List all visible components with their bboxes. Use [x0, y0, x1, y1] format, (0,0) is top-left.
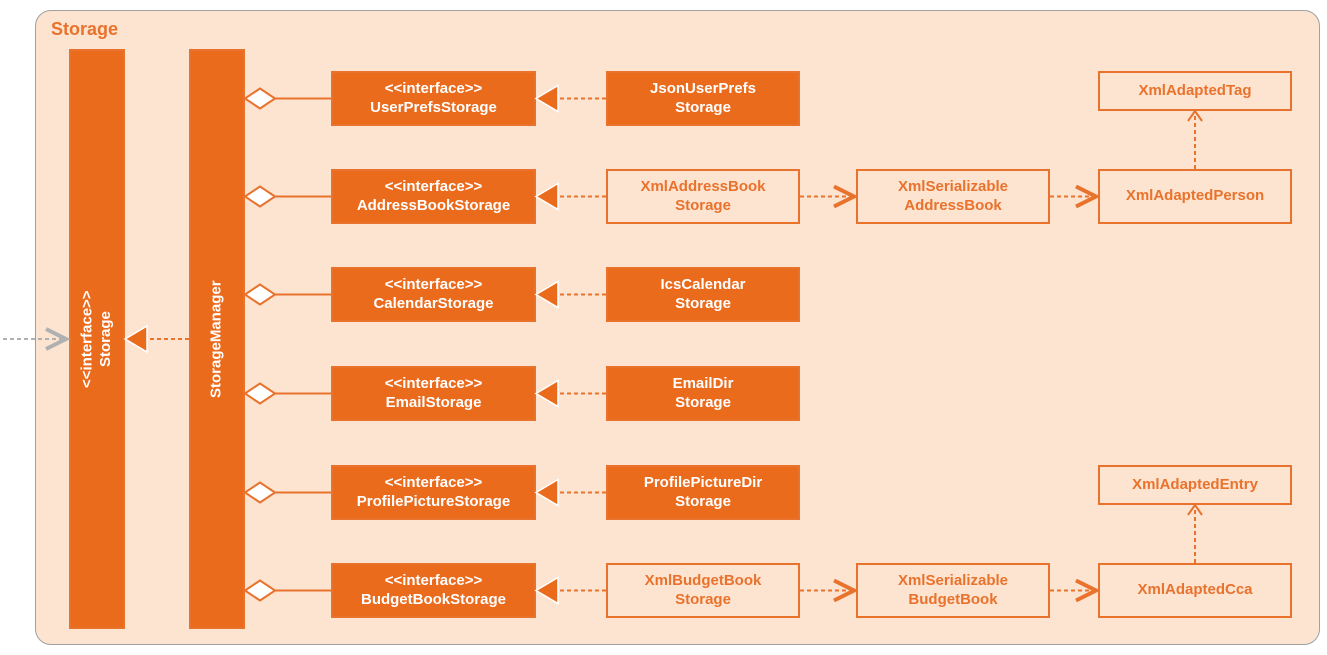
- node-label: ProfilePictureDir: [644, 474, 762, 493]
- node-label: XmlAdaptedEntry: [1132, 476, 1258, 495]
- node-label: EmailStorage: [386, 394, 482, 413]
- node-xml-ser-budget: XmlSerializable BudgetBook: [856, 563, 1050, 618]
- node-label: EmailDir: [673, 375, 734, 394]
- node-label: IcsCalendar: [660, 276, 745, 295]
- node-xml-ser-addr: XmlSerializable AddressBook: [856, 169, 1050, 224]
- node-xml-addr-storage: XmlAddressBook Storage: [606, 169, 800, 224]
- node-label: <<interface>>: [385, 80, 483, 99]
- package-title: Storage: [51, 19, 118, 40]
- node-json-userprefs: JsonUserPrefs Storage: [606, 71, 800, 126]
- node-emaildir: EmailDir Storage: [606, 366, 800, 421]
- node-ics-calendar: IcsCalendar Storage: [606, 267, 800, 322]
- node-label: <<interface>>: [385, 178, 483, 197]
- node-label: XmlBudgetBook: [645, 572, 762, 591]
- node-iface-profile: <<interface>> ProfilePictureStorage: [331, 465, 536, 520]
- node-label: AddressBookStorage: [357, 197, 510, 216]
- node-label: JsonUserPrefs: [650, 80, 756, 99]
- node-xml-adapted-cca: XmlAdaptedCca: [1098, 563, 1292, 618]
- node-storage-manager: StorageManager: [189, 49, 245, 629]
- node-label: XmlSerializable: [898, 572, 1008, 591]
- node-iface-email: <<interface>> EmailStorage: [331, 366, 536, 421]
- node-label: Storage: [675, 197, 731, 216]
- node-label: XmlAdaptedPerson: [1126, 187, 1264, 206]
- node-label: XmlAddressBook: [640, 178, 765, 197]
- node-label: BudgetBookStorage: [361, 591, 506, 610]
- node-label: XmlAdaptedTag: [1138, 82, 1251, 101]
- node-iface-budget: <<interface>> BudgetBookStorage: [331, 563, 536, 618]
- node-label: Storage: [675, 99, 731, 118]
- node-label: <<interface>>: [385, 474, 483, 493]
- node-profilepic-dir: ProfilePictureDir Storage: [606, 465, 800, 520]
- node-label: CalendarStorage: [373, 295, 493, 314]
- node-storage-interface: <<interface>> Storage: [69, 49, 125, 629]
- node-label: UserPrefsStorage: [370, 99, 497, 118]
- storage-package: Storage <<interface>> Storage StorageMan…: [35, 10, 1320, 645]
- node-iface-calendar: <<interface>> CalendarStorage: [331, 267, 536, 322]
- node-label: Storage: [97, 311, 116, 367]
- node-label: <<interface>>: [385, 375, 483, 394]
- node-label: ProfilePictureStorage: [357, 493, 510, 512]
- node-xml-adapted-tag: XmlAdaptedTag: [1098, 71, 1292, 111]
- node-label: Storage: [675, 394, 731, 413]
- node-iface-addressbook: <<interface>> AddressBookStorage: [331, 169, 536, 224]
- node-label: <<interface>>: [78, 290, 97, 388]
- node-label: XmlSerializable: [898, 178, 1008, 197]
- node-xml-adapted-entry: XmlAdaptedEntry: [1098, 465, 1292, 505]
- node-label: <<interface>>: [385, 572, 483, 591]
- node-iface-userprefs: <<interface>> UserPrefsStorage: [331, 71, 536, 126]
- node-label: XmlAdaptedCca: [1137, 581, 1252, 600]
- node-xml-adapted-person: XmlAdaptedPerson: [1098, 169, 1292, 224]
- node-label: Storage: [675, 591, 731, 610]
- node-label: AddressBook: [904, 197, 1002, 216]
- node-label: Storage: [675, 493, 731, 512]
- node-xml-budget-storage: XmlBudgetBook Storage: [606, 563, 800, 618]
- node-label: BudgetBook: [908, 591, 997, 610]
- node-label: <<interface>>: [385, 276, 483, 295]
- node-label: Storage: [675, 295, 731, 314]
- node-label: StorageManager: [208, 280, 227, 398]
